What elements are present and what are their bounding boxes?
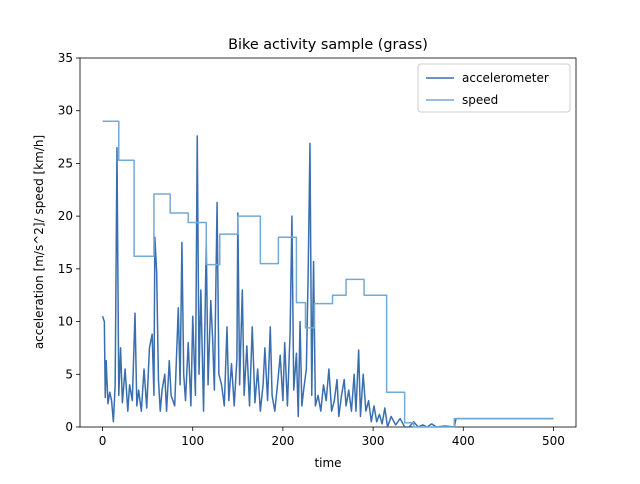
plot-frame	[79, 57, 577, 428]
y-tick-label: 10	[58, 315, 73, 329]
series-line	[102, 120, 554, 428]
chart-title: Bike activity sample (grass)	[228, 37, 428, 53]
y-tick-label: 30	[58, 104, 73, 118]
y-tick-label: 25	[58, 156, 73, 170]
x-tick-label: 200	[271, 434, 294, 448]
y-tick-label: 5	[65, 367, 73, 381]
y-tick-label: 20	[58, 209, 73, 223]
y-axis-label: acceleration [m/s^2]/ speed [km/h]	[32, 135, 46, 349]
x-axis-label: time	[314, 456, 341, 470]
x-tick-label: 0	[99, 434, 107, 448]
legend-label: accelerometer	[462, 71, 549, 85]
legend-label: speed	[462, 93, 498, 107]
x-tick-label: 400	[452, 434, 475, 448]
y-tick-label: 0	[65, 420, 73, 434]
y-tick-label: 35	[58, 51, 73, 65]
x-tick-label: 500	[542, 434, 565, 448]
x-tick-label: 300	[362, 434, 385, 448]
y-tick-label: 15	[58, 262, 73, 276]
legend-box	[417, 63, 571, 113]
series-line	[101, 135, 554, 428]
x-tick-label: 100	[181, 434, 204, 448]
